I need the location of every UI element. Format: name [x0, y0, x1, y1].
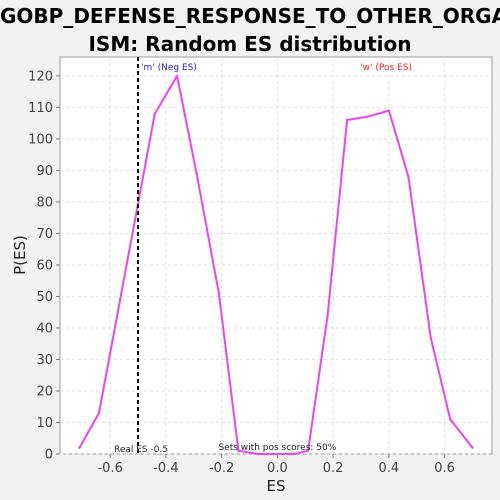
data-point	[429, 336, 432, 339]
data-point	[345, 118, 349, 122]
data-point	[407, 175, 410, 178]
data-point	[153, 112, 156, 115]
data-point	[306, 449, 310, 453]
data-point	[326, 314, 329, 317]
data-point	[276, 452, 279, 456]
grid	[60, 57, 492, 455]
x-tick-label: 0.0	[267, 461, 288, 476]
data-point	[97, 411, 101, 415]
data-point	[256, 452, 260, 456]
data-point	[237, 449, 240, 453]
data-point	[217, 292, 221, 295]
x-axis: -0.6 -0.4 -0.2 0.0 0.2 0.4 0.6	[97, 454, 455, 476]
x-tick-label: 0.6	[434, 461, 455, 476]
y-tick-label: 40	[36, 321, 53, 336]
data-point	[195, 172, 198, 175]
y-tick-label: 120	[28, 69, 53, 84]
x-tick-label: -0.4	[153, 461, 178, 476]
y-tick-label: 20	[36, 384, 53, 399]
y-tick-label: 0	[45, 448, 53, 463]
y-tick-label: 70	[36, 227, 53, 242]
data-point	[292, 452, 296, 456]
neg-es-annotation: 'm' (Neg ES)	[141, 63, 197, 73]
y-tick-label: 60	[36, 258, 53, 273]
y-tick-label: 10	[36, 416, 53, 431]
y-tick-label: 80	[36, 195, 53, 210]
y-tick-label: 30	[36, 353, 53, 368]
chart-title: GOBP_DEFENSE_RESPONSE_TO_OTHER_ORGAN ISM…	[0, 2, 500, 58]
chart-title-line-2: ISM: Random ES distribution	[88, 32, 412, 56]
x-tick-label: 0.4	[379, 461, 400, 476]
pos-es-annotation: 'w' (Pos ES)	[360, 63, 412, 73]
series-group	[78, 74, 474, 456]
data-point	[365, 115, 368, 119]
y-tick-label: 50	[36, 290, 53, 305]
data-point	[387, 109, 391, 112]
y-tick-label: 110	[28, 101, 53, 116]
data-point	[78, 446, 81, 449]
data-point	[471, 446, 474, 449]
x-axis-title: ES	[267, 477, 286, 495]
y-axis-title: P(ES)	[11, 235, 29, 275]
y-axis: 0 10 20 30 40 50 60 70 80 90 100 110 120	[28, 69, 60, 463]
y-tick-label: 100	[28, 132, 53, 147]
y-tick-label: 90	[36, 164, 53, 179]
real-es-label: Real ES -0.5	[114, 445, 168, 455]
plot-area	[59, 56, 493, 455]
x-tick-label: -0.2	[209, 461, 234, 476]
data-point	[175, 74, 179, 78]
pos-scores-label: Sets with pos scores: 50%	[218, 443, 336, 453]
x-tick-label: -0.6	[97, 461, 122, 476]
x-tick-label: 0.2	[323, 461, 344, 476]
chart-title-line-1: GOBP_DEFENSE_RESPONSE_TO_OTHER_ORGAN	[0, 4, 500, 28]
data-point	[448, 418, 452, 421]
